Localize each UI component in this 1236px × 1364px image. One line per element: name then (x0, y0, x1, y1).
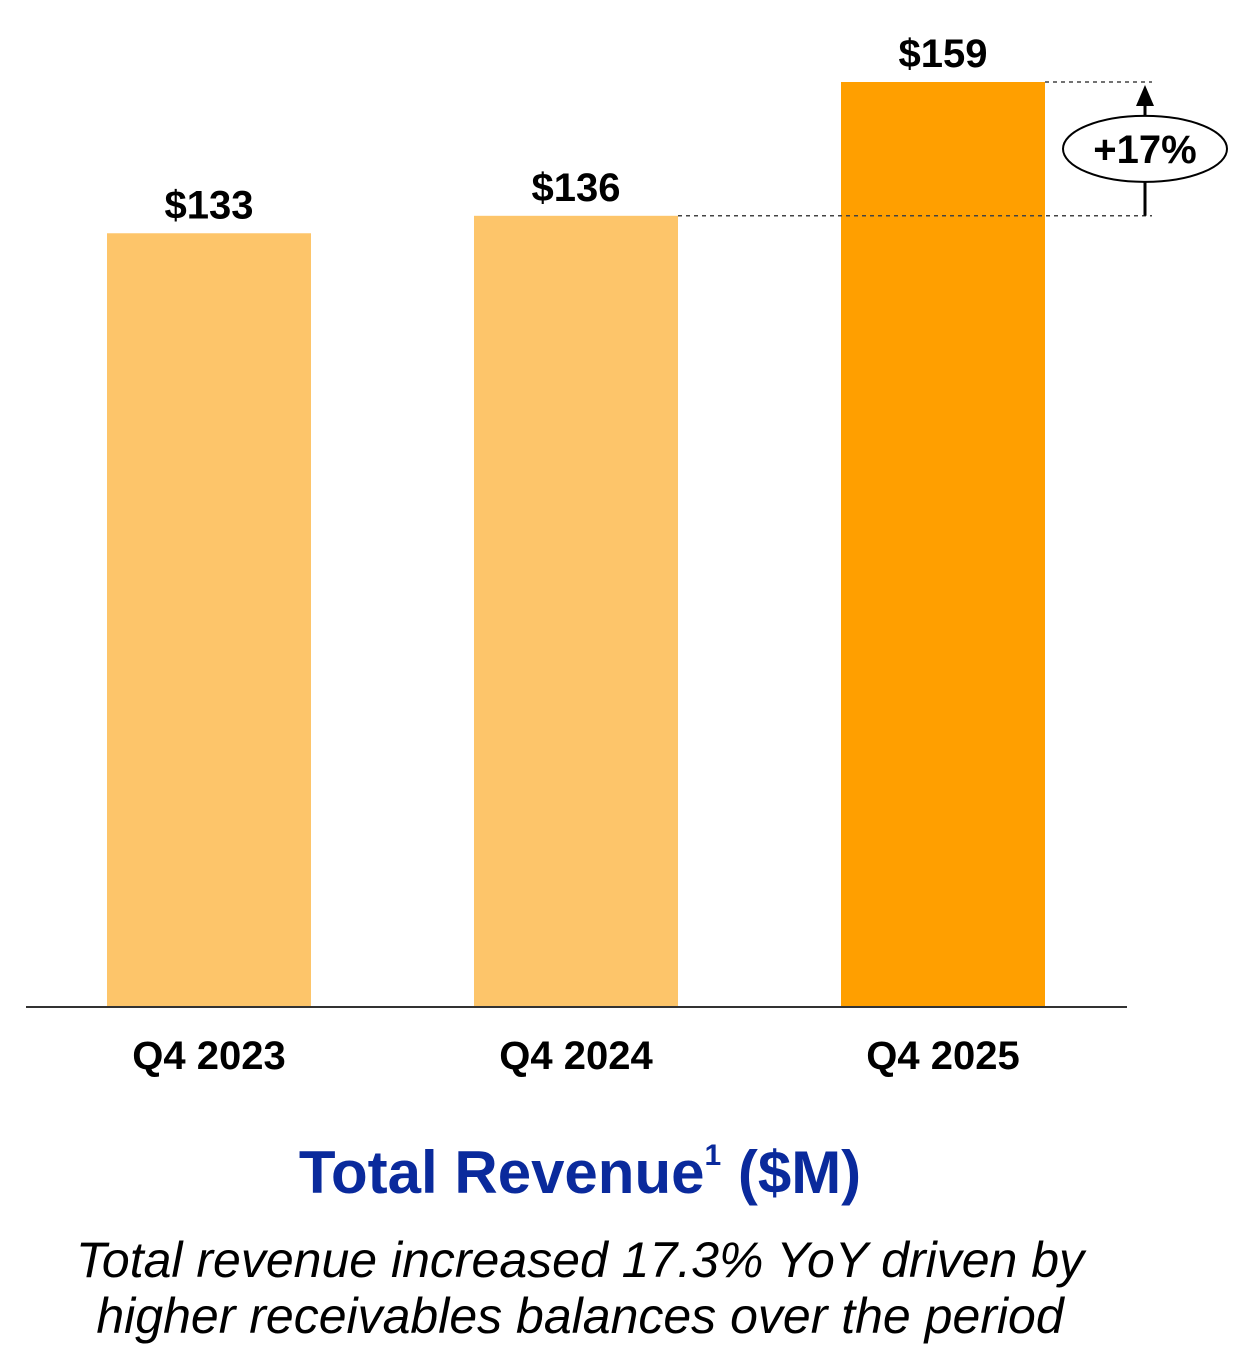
chart-title-unit: ($M) (721, 1139, 862, 1206)
chart-title-footnote-marker: 1 (704, 1139, 722, 1172)
data-label: $136 (532, 166, 621, 210)
bar-q4-2025 (841, 82, 1045, 1007)
growth-arrow-head (1136, 85, 1154, 106)
revenue-bar-chart: $133 Q4 2023 $136 Q4 2024 $159 Q4 2025 +17% (26, 32, 1228, 1078)
chart-caption-line-1: Total revenue increased 17.3% YoY driven… (75, 1232, 1085, 1288)
chart-title-text: Total Revenue (298, 1139, 705, 1206)
chart-caption: Total revenue increased 17.3% YoY driven… (0, 1232, 1160, 1344)
bar-q4-2024 (474, 215, 678, 1007)
growth-badge (1062, 114, 1228, 183)
x-tick-label: Q4 2025 (866, 1034, 1019, 1078)
growth-label: +17% (1093, 128, 1196, 172)
bar-q4-2023 (107, 233, 311, 1007)
x-tick-label: Q4 2024 (499, 1034, 653, 1078)
chart-title: Total Revenue1 ($M) (0, 1138, 1160, 1208)
data-label: $159 (899, 32, 988, 76)
data-label: $133 (165, 183, 254, 227)
x-tick-label: Q4 2023 (132, 1034, 285, 1078)
chart-caption-line-2: higher receivables balances over the per… (96, 1288, 1064, 1344)
